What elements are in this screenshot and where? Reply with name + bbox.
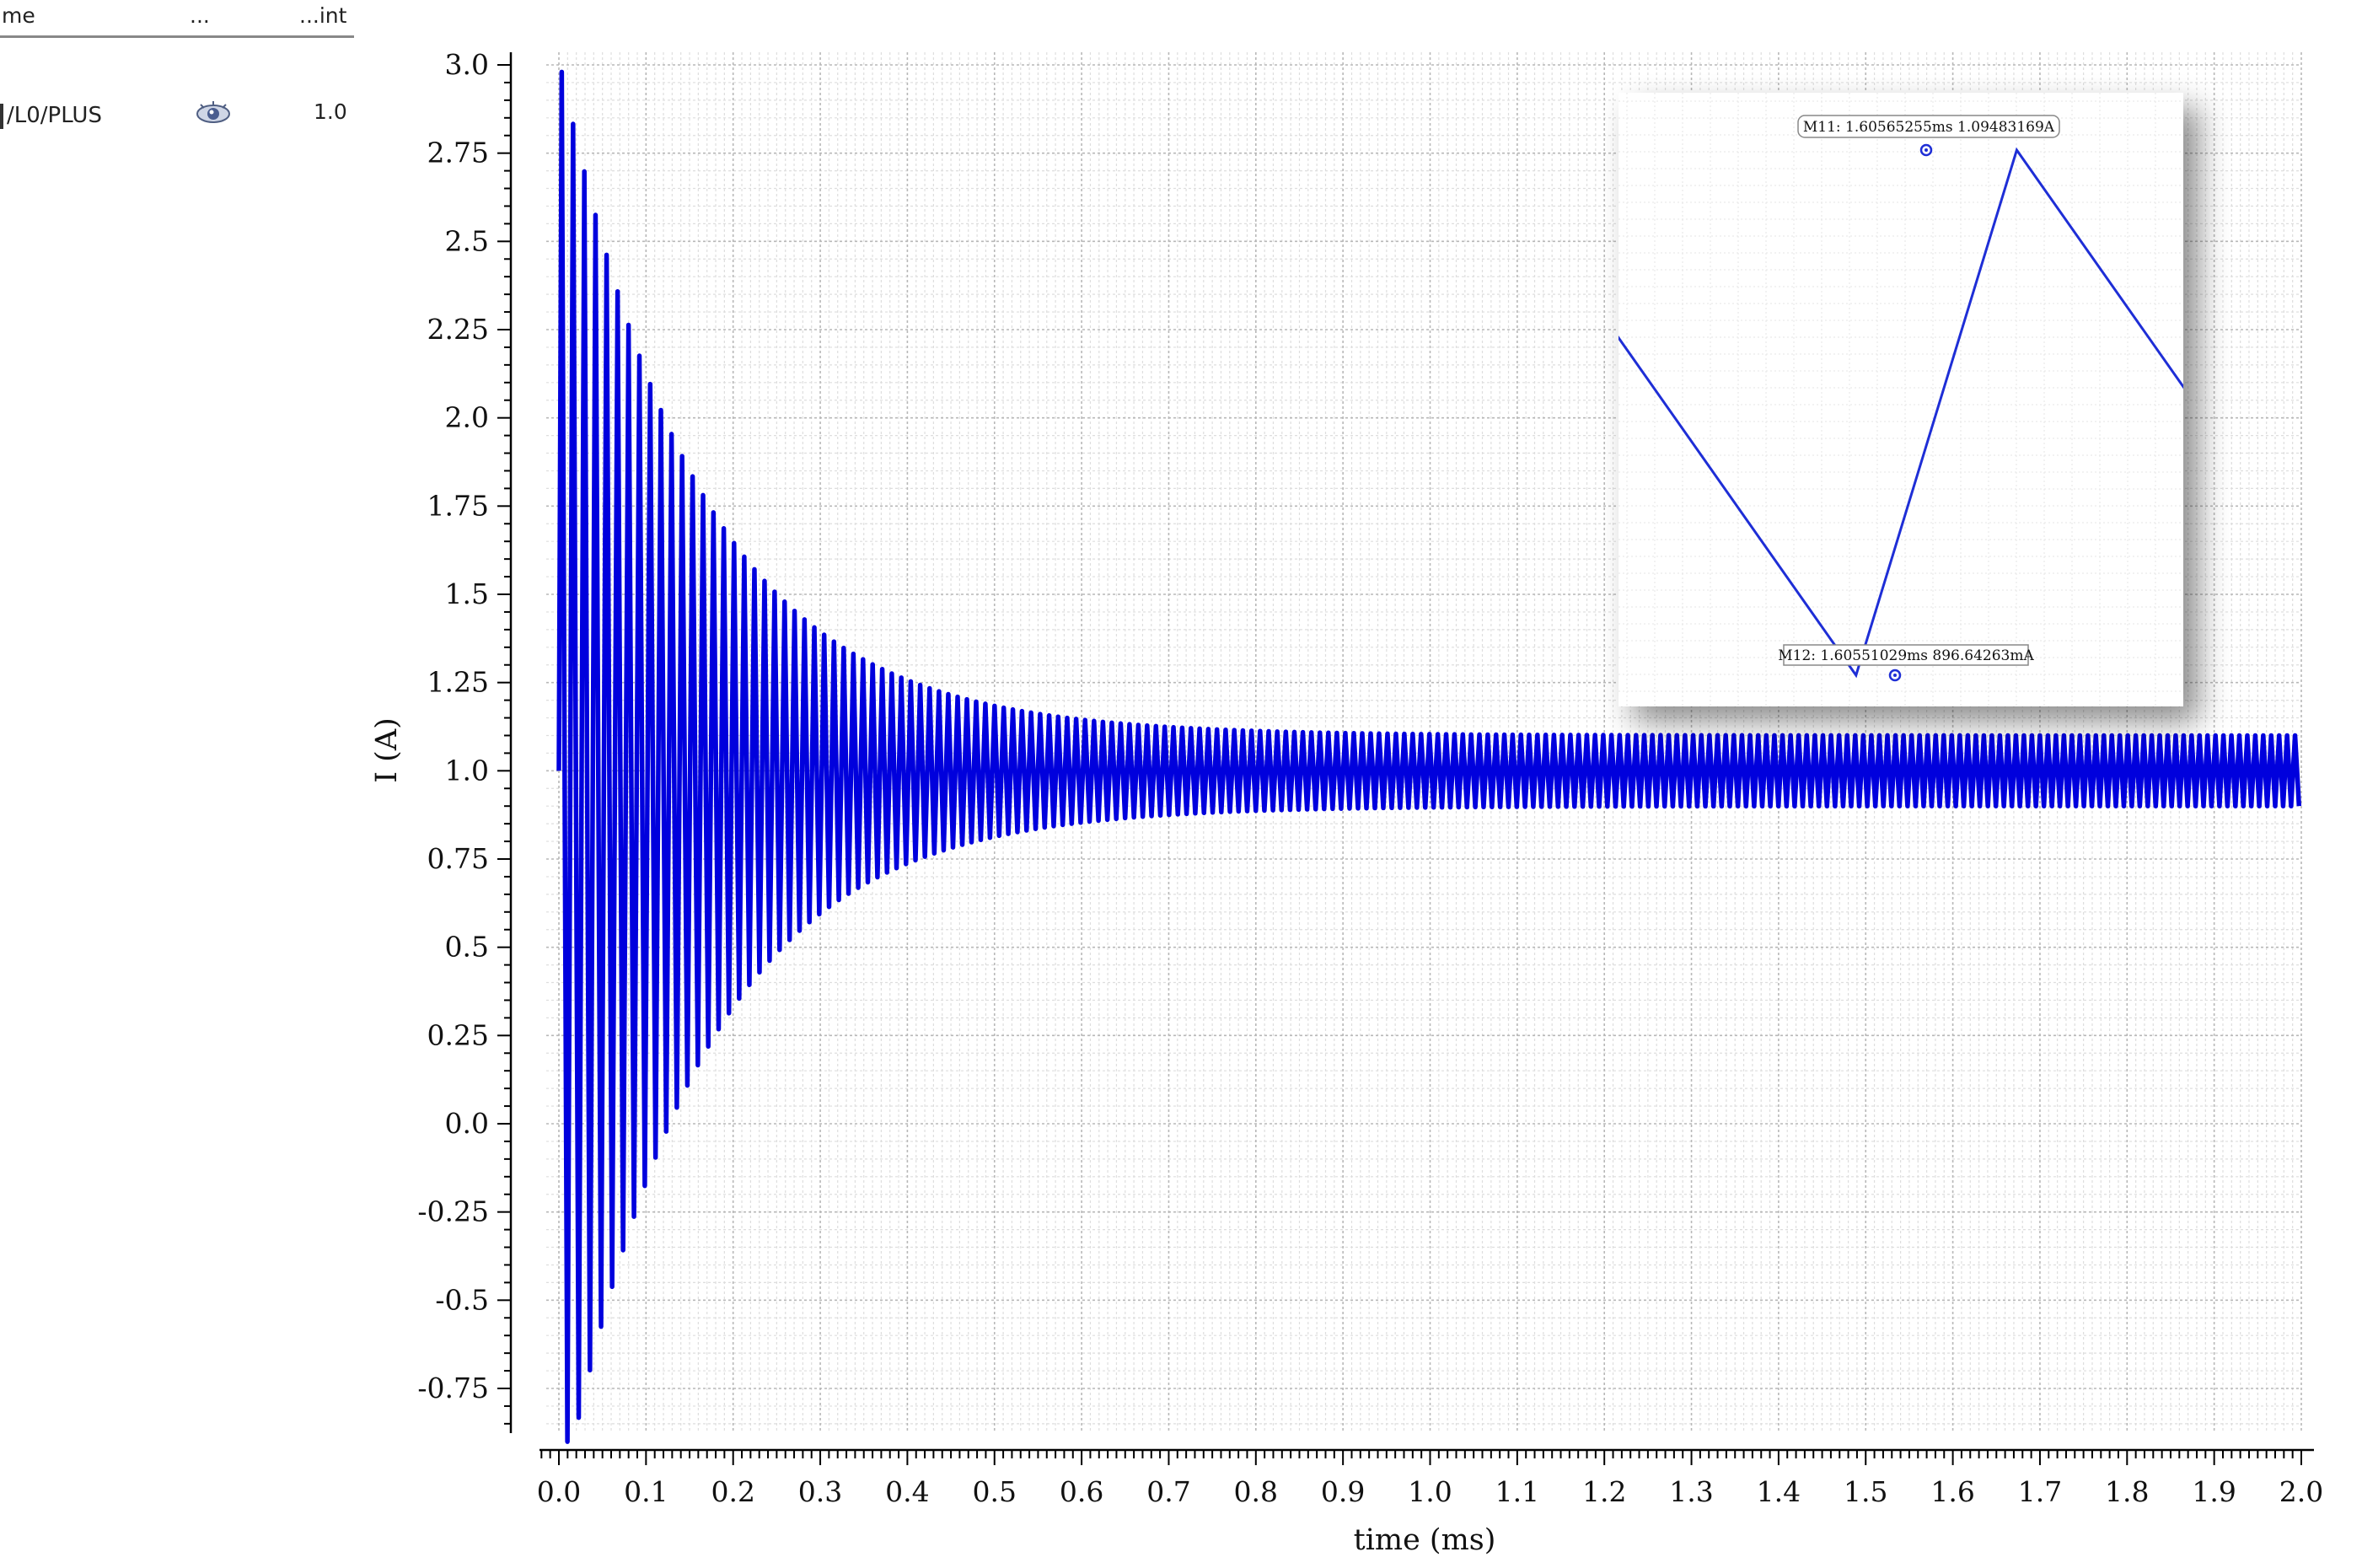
signal-value: 1.0 (314, 99, 347, 124)
x-tick-label: 1.5 (1844, 1475, 1887, 1508)
y-tick-label: 2.25 (427, 313, 489, 346)
x-tick-label: 1.3 (1669, 1475, 1713, 1508)
x-tick-label: 0.4 (885, 1475, 929, 1508)
legend-header: me ... ...int (0, 0, 354, 38)
legend-column-name[interactable]: me (2, 3, 35, 28)
y-tick-label: 0.5 (445, 931, 489, 964)
y-tick-label: 2.5 (445, 224, 489, 257)
y-tick-label: 0.0 (445, 1107, 489, 1140)
x-tick-label: 1.1 (1495, 1475, 1539, 1508)
legend-row[interactable]: /L0/PLUS 1.0 (0, 99, 354, 142)
y-tick-label: 0.75 (427, 842, 489, 875)
x-tick-label: 0.0 (537, 1475, 581, 1508)
y-tick-label: 1.0 (445, 754, 489, 787)
x-tick-label: 1.9 (2192, 1475, 2236, 1508)
x-tick-label: 0.9 (1321, 1475, 1365, 1508)
y-axis-title: I (A) (370, 717, 404, 783)
marker-m12-label: M12: 1.60551029ms 896.64263mA (1778, 647, 2034, 664)
x-tick-label: 1.0 (1408, 1475, 1452, 1508)
signal-name: /L0/PLUS (7, 103, 102, 128)
y-tick-label: -0.25 (417, 1195, 489, 1228)
inset-zoom-panel[interactable]: M11: 1.60565255ms 1.09483169A M12: 1.605… (796, 93, 2362, 706)
x-tick-label: 0.6 (1060, 1475, 1103, 1508)
y-axis: 3.0 2.75 2.5 2.25 2.0 1.75 1.5 1.25 1.0 0.75 0.5 0.… (417, 48, 513, 1433)
marker-m12[interactable]: M12: 1.60551029ms 896.64263mA (1778, 644, 2034, 682)
y-tick-label: 1.25 (427, 666, 489, 699)
x-tick-label: 1.7 (2018, 1475, 2062, 1508)
x-tick-label: 0.7 (1146, 1475, 1190, 1508)
y-tick-label: -0.75 (417, 1372, 489, 1404)
marker-m12-point[interactable] (1888, 669, 1902, 682)
y-tick-label: 1.75 (427, 489, 489, 522)
x-axis: 0.0 0.1 0.2 0.3 0.4 0.5 0.6 0.7 0.8 0.9 1.0 1.1 1.2 1… (537, 1448, 2323, 1508)
y-tick-label: 2.75 (427, 137, 489, 169)
x-tick-label: 1.6 (1930, 1475, 1974, 1508)
signal-color-swatch (0, 104, 3, 129)
eye-icon[interactable] (196, 99, 231, 134)
marker-m11-label: M11: 1.60565255ms 1.09483169A (1803, 119, 2055, 136)
x-tick-label: 0.5 (973, 1475, 1017, 1508)
y-tick-label: 0.25 (427, 1018, 489, 1051)
legend-column-visibility[interactable]: ... (190, 3, 210, 28)
y-tick-label: 3.0 (445, 48, 489, 81)
x-tick-label: 0.1 (624, 1475, 668, 1508)
x-tick-label: 0.3 (798, 1475, 842, 1508)
legend-panel: me ... ...int /L0/PLUS 1.0 (0, 0, 358, 169)
marker-m11-point[interactable] (1919, 143, 1933, 157)
x-tick-label: 0.8 (1234, 1475, 1278, 1508)
inset-series-line (1619, 147, 2183, 679)
y-tick-label: 1.5 (445, 577, 489, 610)
y-tick-label: -0.5 (435, 1283, 489, 1316)
x-tick-label: 0.2 (711, 1475, 754, 1508)
inset-background (1619, 93, 2183, 706)
x-tick-label: 2.0 (2279, 1475, 2323, 1508)
x-axis-title: time (ms) (1354, 1523, 1496, 1557)
x-tick-label: 1.4 (1757, 1475, 1801, 1508)
x-tick-label: 1.2 (1582, 1475, 1626, 1508)
series-line-l0-plus[interactable] (556, 69, 2302, 1444)
marker-m11[interactable]: M11: 1.60565255ms 1.09483169A (1797, 115, 2060, 157)
legend-column-value[interactable]: ...int (299, 3, 347, 28)
y-tick-label: 2.0 (445, 401, 489, 434)
x-tick-label: 1.8 (2105, 1475, 2149, 1508)
